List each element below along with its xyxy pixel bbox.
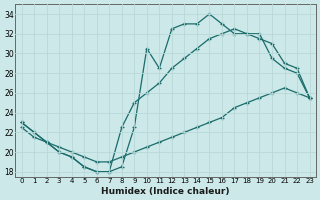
X-axis label: Humidex (Indice chaleur): Humidex (Indice chaleur) [101, 187, 230, 196]
